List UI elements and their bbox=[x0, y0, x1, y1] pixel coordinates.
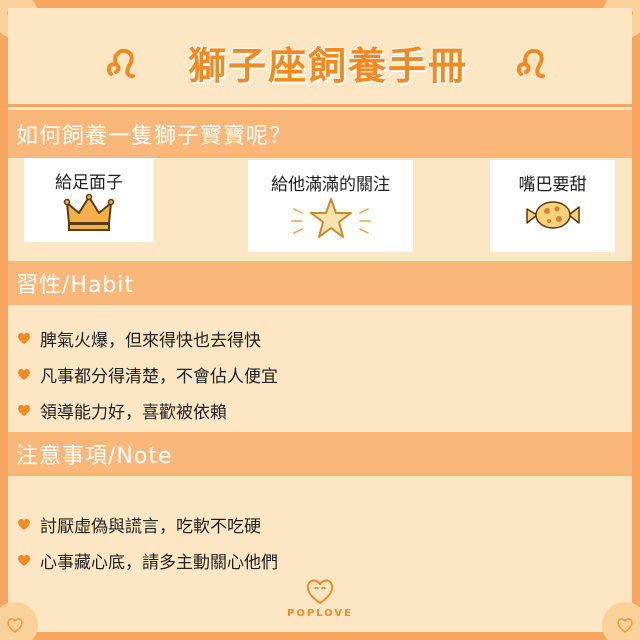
list-item: 心事藏心底，請多主動關心他們 bbox=[16, 542, 278, 578]
habit-header: 習性/Habit bbox=[8, 261, 632, 305]
heart-bullet-icon bbox=[18, 554, 30, 566]
tip-label: 嘴巴要甜 bbox=[518, 175, 587, 195]
star-icon bbox=[290, 198, 371, 238]
poplove-heart-icon bbox=[306, 579, 334, 605]
habit-list: 脾氣火爆，但來得快也去得快 凡事都分得清楚，不會佔人便宜 領導能力好，喜歡被依賴 bbox=[16, 320, 278, 428]
candy-icon bbox=[525, 201, 580, 229]
leo-symbol-icon bbox=[106, 48, 135, 79]
heart-icon bbox=[617, 618, 633, 633]
note-header: 注意事項/Note bbox=[8, 432, 632, 476]
list-item: 領導能力好，喜歡被依賴 bbox=[16, 392, 278, 428]
card: 獅子座飼養手冊 如何飼養一隻獅子寶寶呢？ 給足面子 給他滿滿的關注 bbox=[8, 8, 632, 632]
title-bar: 獅子座飼養手冊 bbox=[158, 36, 498, 88]
brand-logo: POPLOVE bbox=[280, 576, 360, 619]
list-item: 脾氣火爆，但來得快也去得快 bbox=[16, 320, 278, 356]
corner-decoration bbox=[602, 602, 640, 640]
page-title: 獅子座飼養手冊 bbox=[187, 43, 468, 88]
leo-symbol-icon bbox=[516, 48, 545, 79]
tip-card: 給他滿滿的關注 bbox=[248, 160, 413, 252]
habit-header-text: 習性/Habit bbox=[16, 273, 135, 298]
list-item: 凡事都分得清楚，不會佔人便宜 bbox=[16, 356, 278, 392]
heart-icon bbox=[7, 618, 23, 633]
question-header: 如何飼養一隻獅子寶寶呢？ bbox=[8, 110, 632, 158]
crown-icon bbox=[63, 193, 115, 231]
tip-label: 給足面子 bbox=[55, 173, 123, 193]
divider bbox=[8, 104, 632, 107]
list-item: 討厭虛偽與謊言，吃軟不吃硬 bbox=[16, 506, 278, 542]
tip-card: 嘴巴要甜 bbox=[490, 160, 615, 252]
note-list: 討厭虛偽與謊言，吃軟不吃硬 心事藏心底，請多主動關心他們 bbox=[16, 506, 278, 578]
heart-bullet-icon bbox=[18, 332, 30, 344]
tip-card: 給足面子 bbox=[24, 158, 154, 242]
brand-name: POPLOVE bbox=[287, 608, 353, 619]
heart-bullet-icon bbox=[18, 368, 30, 380]
tip-label: 給他滿滿的關注 bbox=[271, 175, 390, 195]
heart-bullet-icon bbox=[18, 518, 30, 530]
heart-bullet-icon bbox=[18, 404, 30, 416]
note-header-text: 注意事項/Note bbox=[16, 444, 173, 469]
question-text: 如何飼養一隻獅子寶寶呢？ bbox=[16, 124, 293, 149]
corner-decoration bbox=[0, 602, 38, 640]
